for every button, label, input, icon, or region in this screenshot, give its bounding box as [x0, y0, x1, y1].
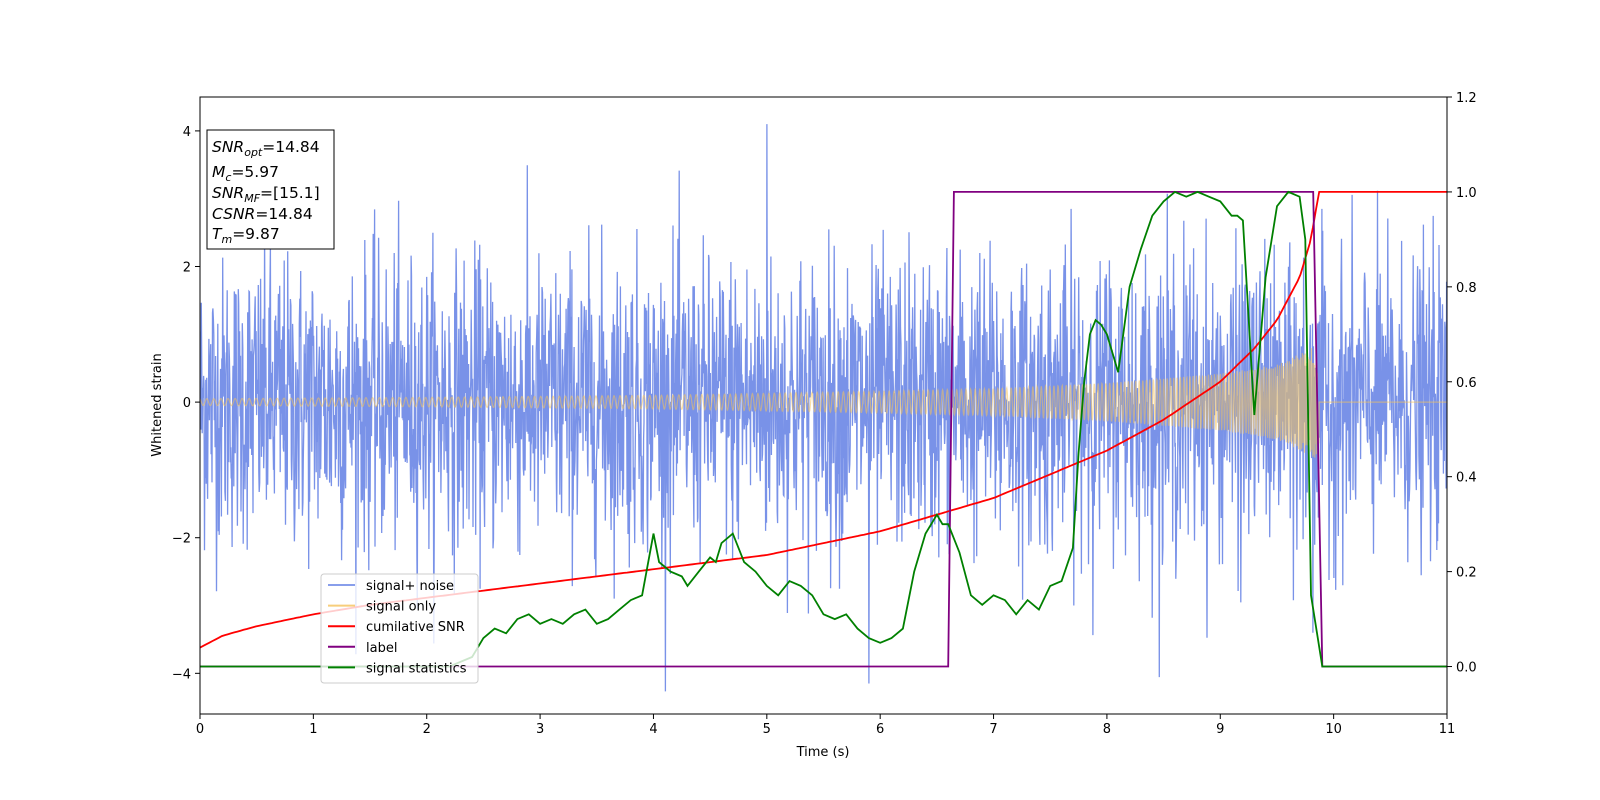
y2-tick-label: 0.0 [1456, 661, 1477, 676]
y-tick-label: 4 [183, 125, 191, 140]
y2-tick-label: 1.2 [1456, 91, 1477, 106]
y2-tick-label: 1.0 [1456, 186, 1477, 201]
y-tick-label: 2 [183, 261, 191, 276]
y2-tick-label: 0.4 [1456, 471, 1477, 486]
x-tick-label: 7 [989, 722, 997, 737]
x-tick-label: 11 [1439, 722, 1456, 737]
info-snr-mf: SNRMF=[15.1] [212, 184, 320, 205]
legend-label: signal only [366, 600, 436, 615]
x-tick-label: 2 [423, 722, 431, 737]
y-tick-label: −2 [172, 532, 191, 547]
series-signal-only [200, 346, 1447, 458]
legend-label: label [366, 641, 397, 656]
legend-label: cumilative SNR [366, 620, 465, 635]
series-signal-noise [200, 124, 1447, 692]
y-tick-label: 0 [183, 396, 191, 411]
x-tick-label: 1 [309, 722, 317, 737]
y-tick-label: −4 [172, 667, 191, 682]
y-axis-left: −4 −2 0 2 4 [172, 125, 200, 682]
legend-label: signal statistics [366, 661, 467, 676]
y2-tick-label: 0.6 [1456, 376, 1477, 391]
x-tick-label: 3 [536, 722, 544, 737]
y-axis-label: Whitened strain [150, 353, 165, 456]
info-tm: Tm=9.87 [212, 225, 280, 246]
x-tick-label: 4 [649, 722, 657, 737]
x-tick-label: 5 [763, 722, 771, 737]
x-tick-label: 8 [1103, 722, 1111, 737]
axes-frame [199, 96, 1448, 715]
info-snr-opt: SNRopt=14.84 [212, 138, 320, 159]
info-box: SNRopt=14.84 Mc=5.97 SNRMF=[15.1] CSNR=1… [206, 129, 335, 250]
x-axis: 0 1 2 3 4 5 6 7 8 9 10 11 [196, 714, 1455, 737]
y2-tick-label: 0.2 [1456, 566, 1477, 581]
legend: signal+ noise signal only cumilative SNR la… [320, 573, 479, 684]
x-tick-label: 6 [876, 722, 884, 737]
info-mc: Mc=5.97 [212, 163, 279, 184]
x-tick-label: 9 [1216, 722, 1224, 737]
x-tick-label: 0 [196, 722, 204, 737]
legend-label: signal+ noise [366, 579, 454, 594]
x-tick-label: 10 [1325, 722, 1342, 737]
y-axis-right: 0.0 0.2 0.4 0.6 0.8 1.0 1.2 [1447, 91, 1477, 676]
series-signal-statistics [200, 190, 1447, 668]
x-axis-label: Time (s) [796, 745, 850, 760]
y2-tick-label: 0.8 [1456, 281, 1477, 296]
info-csnr: CSNR=14.84 [212, 205, 313, 223]
